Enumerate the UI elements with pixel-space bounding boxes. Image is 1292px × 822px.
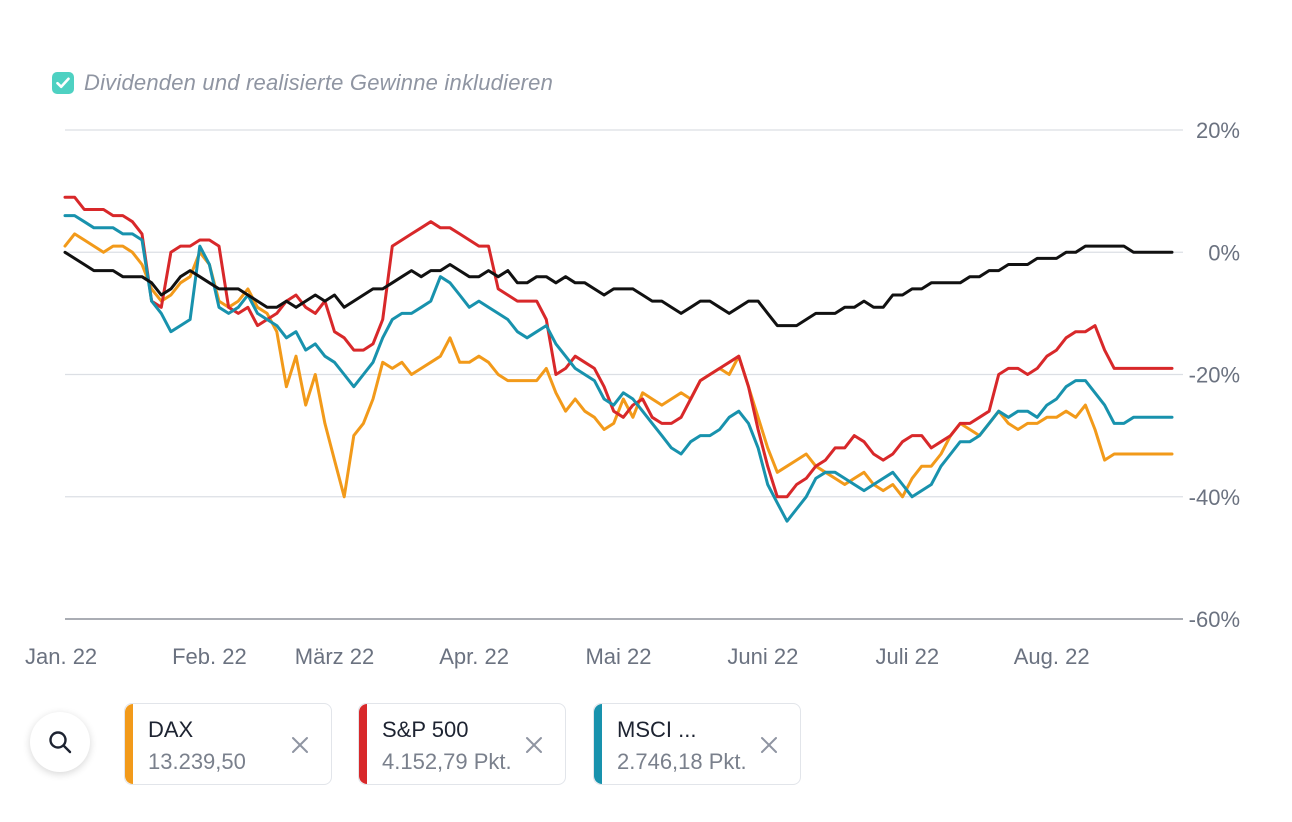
chip-color-bar — [594, 704, 602, 784]
include-dividends-checkbox[interactable] — [52, 72, 74, 94]
y-tick-label: -60% — [1189, 607, 1240, 632]
performance-chart[interactable]: 20% 0% -20% -40% -60% Jan. 22 Feb. 22 März 22 A… — [0, 0, 1292, 700]
include-dividends-option[interactable]: Dividenden und realisierte Gewinne inklu… — [52, 70, 553, 96]
x-axis-labels: Jan. 22 Feb. 22 März 22 Apr. 22 Mai 22 Juni 2… — [25, 644, 1090, 669]
chip-name: MSCI ... — [617, 717, 697, 742]
chip-name: DAX — [148, 717, 194, 742]
chip-value: 2.746,18 Pkt. — [617, 749, 747, 774]
series-line-portfolio — [63, 244, 1174, 328]
chip-sp500[interactable]: S&P 500 4.152,79 Pkt. — [358, 703, 566, 785]
close-icon[interactable] — [523, 734, 545, 756]
checkmark-icon — [56, 77, 70, 89]
x-tick-label: Mai 22 — [585, 644, 651, 669]
chip-value: 13.239,50 — [148, 749, 246, 774]
x-tick-label: Feb. 22 — [172, 644, 247, 669]
chip-dax[interactable]: DAX 13.239,50 — [124, 703, 332, 785]
x-tick-label: März 22 — [295, 644, 374, 669]
close-icon[interactable] — [758, 734, 780, 756]
close-icon[interactable] — [289, 734, 311, 756]
y-tick-label: -20% — [1189, 363, 1240, 388]
search-button[interactable] — [30, 712, 90, 772]
y-axis-labels: 20% 0% -20% -40% -60% — [1189, 118, 1240, 632]
chip-msci[interactable]: MSCI ... 2.746,18 Pkt. — [593, 703, 801, 785]
x-tick-label: Jan. 22 — [25, 644, 97, 669]
chart-grid — [65, 129, 1183, 620]
y-tick-label: 0% — [1208, 240, 1240, 265]
include-dividends-label: Dividenden und realisierte Gewinne inklu… — [84, 70, 554, 95]
y-tick-label: -40% — [1189, 485, 1240, 510]
chip-color-bar — [125, 704, 133, 784]
series-line-msci — [63, 214, 1174, 523]
chip-name: S&P 500 — [382, 717, 469, 742]
x-tick-label: Juni 22 — [727, 644, 798, 669]
series-line-s-p-500 — [63, 195, 1174, 499]
search-icon — [49, 731, 72, 754]
x-tick-label: Aug. 22 — [1014, 644, 1090, 669]
chip-value: 4.152,79 Pkt. — [382, 749, 512, 774]
chip-color-bar — [359, 704, 367, 784]
series-line-dax — [63, 232, 1174, 499]
y-tick-label: 20% — [1196, 118, 1240, 143]
x-tick-label: Apr. 22 — [439, 644, 509, 669]
chart-lines — [63, 195, 1174, 523]
x-tick-label: Juli 22 — [875, 644, 939, 669]
